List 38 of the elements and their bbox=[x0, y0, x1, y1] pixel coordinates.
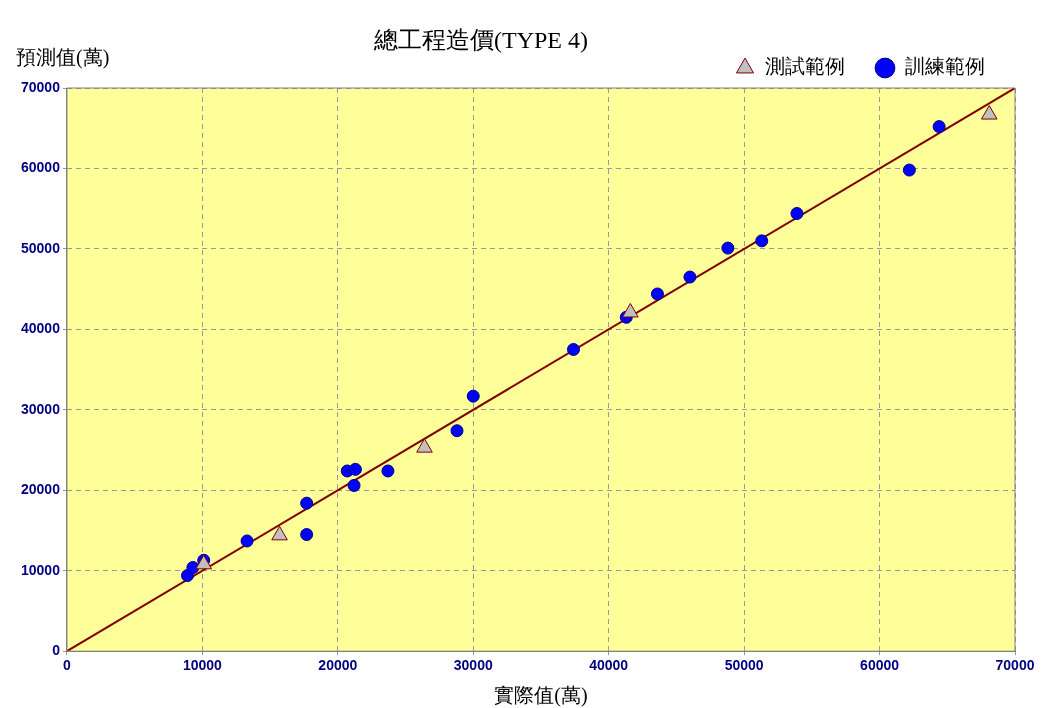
point bbox=[790, 207, 804, 221]
x-tick-label: 70000 bbox=[995, 657, 1035, 674]
x-tick-label: 50000 bbox=[724, 657, 764, 674]
y-tick-label: 40000 bbox=[20, 320, 61, 337]
y-tick-label: 60000 bbox=[20, 159, 61, 176]
x-tick-label: 30000 bbox=[453, 657, 493, 674]
point bbox=[347, 478, 361, 492]
point bbox=[650, 287, 664, 301]
point bbox=[902, 163, 916, 177]
y-tick-label: 50000 bbox=[20, 239, 61, 256]
point bbox=[240, 534, 254, 548]
point bbox=[755, 234, 769, 248]
point bbox=[721, 241, 735, 255]
y-tick-label: 0 bbox=[52, 642, 61, 659]
y-tick-label: 10000 bbox=[20, 561, 61, 578]
chart-title: 總工程造價(TYPE 4) bbox=[372, 27, 588, 53]
point bbox=[683, 270, 697, 284]
x-tick-label: 60000 bbox=[860, 657, 900, 674]
x-tick-label: 20000 bbox=[318, 657, 358, 674]
point bbox=[300, 496, 314, 510]
x-tick-label: 40000 bbox=[589, 657, 629, 674]
y-tick-label: 20000 bbox=[20, 481, 61, 498]
x-axis-title: 實際值(萬) bbox=[494, 684, 588, 707]
point bbox=[450, 424, 464, 438]
y-axis-title: 預測值(萬) bbox=[16, 46, 110, 69]
point bbox=[932, 120, 946, 134]
legend-label: 測試範例 bbox=[765, 55, 845, 78]
y-tick-label: 30000 bbox=[20, 400, 61, 417]
legend-label: 訓練範例 bbox=[905, 55, 985, 78]
point bbox=[186, 561, 200, 575]
point bbox=[466, 389, 480, 403]
point bbox=[300, 528, 314, 542]
x-tick-label: 10000 bbox=[182, 657, 223, 674]
y-tick-label: 70000 bbox=[20, 78, 61, 95]
point bbox=[566, 342, 580, 356]
x-tick-label: 0 bbox=[63, 657, 72, 674]
point bbox=[381, 464, 395, 478]
point bbox=[348, 462, 362, 476]
